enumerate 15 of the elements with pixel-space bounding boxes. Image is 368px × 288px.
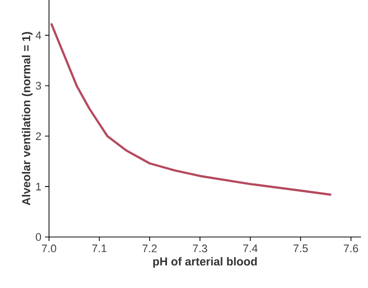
x-tick-label: 7.2 <box>142 244 157 252</box>
x-tick-label: 7.4 <box>243 244 258 252</box>
y-axis-title: Alveolar ventilation (normal = 1) <box>22 32 33 206</box>
x-tick-label: 7.0 <box>42 244 56 252</box>
y-tick-label: 3 <box>36 82 41 90</box>
y-tick-label: 2 <box>36 132 41 140</box>
x-tick-label: 7.6 <box>344 244 358 252</box>
x-axis-title: pH of arterial blood <box>153 257 257 268</box>
y-tick-label: 4 <box>36 32 42 40</box>
y-tick-label: 0 <box>36 233 42 241</box>
x-tick-label: 7.3 <box>192 244 208 252</box>
line-series <box>50 23 332 196</box>
x-tick-label: 7.5 <box>294 244 308 252</box>
y-tick-label: 1 <box>36 182 41 190</box>
x-tick-label: 7.1 <box>92 244 106 252</box>
